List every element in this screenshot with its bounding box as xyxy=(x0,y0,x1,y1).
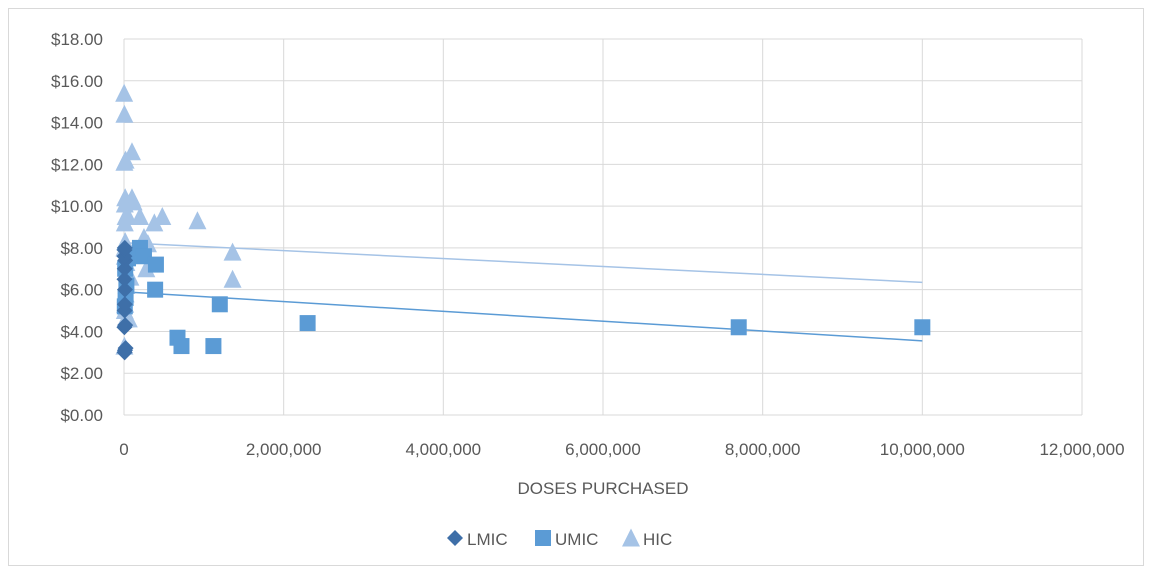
x-tick-label: 2,000,000 xyxy=(246,440,322,459)
legend-label-lmic: LMIC xyxy=(467,530,508,549)
x-tick-label: 12,000,000 xyxy=(1039,440,1124,459)
hic-point xyxy=(115,152,134,171)
x-tick-label: 4,000,000 xyxy=(406,440,482,459)
hic-trendline xyxy=(123,241,923,284)
umic-point xyxy=(147,256,164,273)
legend-marker-lmic xyxy=(447,530,463,546)
legend-label-umic: UMIC xyxy=(555,530,598,549)
x-tick-label: 0 xyxy=(119,440,128,459)
series-lmic xyxy=(116,239,134,361)
y-tick-label: $12.00 xyxy=(51,155,103,174)
y-axis-tick-labels: $0.00 $2.00 $4.00 $6.00 $8.00 $10.00 $12.00 $14… xyxy=(51,30,103,425)
hic-point xyxy=(137,259,156,278)
legend-marker-hic xyxy=(622,528,640,547)
y-tick-label: $6.00 xyxy=(60,281,103,300)
hic-point xyxy=(124,192,143,211)
lmic-point xyxy=(116,260,133,277)
hic-point xyxy=(118,204,137,223)
lmic-point xyxy=(116,296,133,313)
y-tick-label: $16.00 xyxy=(51,72,103,91)
umic-point xyxy=(173,338,190,355)
legend-marker-umic xyxy=(535,530,551,546)
x-tick-label: 10,000,000 xyxy=(880,440,965,459)
x-tick-label: 8,000,000 xyxy=(725,440,801,459)
gridlines xyxy=(123,38,1083,416)
y-tick-label: $8.00 xyxy=(60,239,103,258)
umic-point xyxy=(211,296,228,313)
x-axis-tick-labels: 0 2,000,000 4,000,000 6,000,000 8,000,000 10,… xyxy=(119,440,1124,459)
legend-item-umic: UMIC xyxy=(535,530,598,549)
y-tick-label: $18.00 xyxy=(51,30,103,49)
umic-trendline xyxy=(123,291,923,342)
umic-point xyxy=(147,281,164,298)
hic-point xyxy=(115,104,134,123)
x-tick-label: 6,000,000 xyxy=(565,440,641,459)
hic-point xyxy=(223,269,242,288)
hic-point xyxy=(130,207,149,226)
y-tick-label: $10.00 xyxy=(51,197,103,216)
lmic-point xyxy=(117,340,134,357)
legend: LMIC UMIC HIC xyxy=(447,528,672,549)
lmic-point xyxy=(116,281,133,298)
lmic-point xyxy=(117,317,134,334)
umic-point xyxy=(730,319,747,336)
hic-point xyxy=(188,211,207,230)
y-tick-label: $4.00 xyxy=(60,322,103,341)
series-hic xyxy=(115,83,242,355)
legend-label-hic: HIC xyxy=(643,530,672,549)
umic-point xyxy=(914,319,931,336)
y-tick-label: $0.00 xyxy=(60,406,103,425)
legend-item-hic: HIC xyxy=(622,528,672,549)
hic-point xyxy=(153,207,172,226)
trendlines xyxy=(123,241,923,342)
hic-point xyxy=(115,83,134,102)
umic-point xyxy=(205,338,222,355)
y-tick-label: $2.00 xyxy=(60,364,103,383)
hic-point xyxy=(223,242,242,261)
lmic-point xyxy=(116,239,133,256)
lmic-point xyxy=(116,271,133,288)
umic-point xyxy=(299,315,316,332)
y-tick-label: $14.00 xyxy=(51,114,103,133)
legend-item-lmic: LMIC xyxy=(447,530,508,549)
x-axis-title: DOSES PURCHASED xyxy=(518,479,689,498)
chart-frame xyxy=(8,8,1144,566)
hic-point xyxy=(145,213,164,232)
data-points xyxy=(115,83,931,361)
